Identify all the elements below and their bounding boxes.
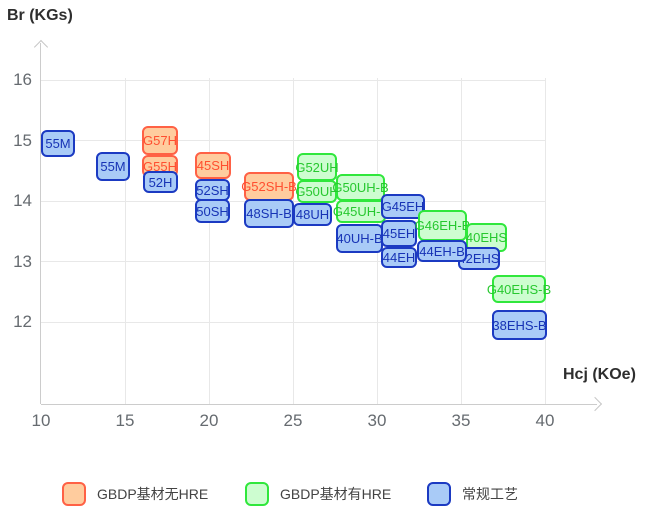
x-axis-title: Hcj (KOe) bbox=[563, 366, 636, 383]
x-axis-tick-label: 40 bbox=[535, 411, 555, 430]
grade-box-45eh[interactable]: 45EH bbox=[381, 220, 417, 247]
legend-item-green[interactable]: GBDP基材有HRE bbox=[245, 482, 391, 506]
grade-box-48uh[interactable]: 48UH bbox=[293, 203, 332, 226]
y-axis-tick-label: 16 bbox=[13, 70, 32, 89]
gridline-vertical bbox=[124, 78, 126, 404]
grade-box-g50uh-b[interactable]: G50UH-B bbox=[332, 174, 389, 201]
x-axis-tick-label: 30 bbox=[367, 411, 387, 430]
grade-box-55m[interactable]: 55M bbox=[41, 130, 75, 157]
grade-box-38ehs-b[interactable]: 38EHS-B bbox=[492, 310, 547, 340]
x-axis-arrow-icon bbox=[587, 396, 603, 412]
legend-swatch-blue-icon bbox=[427, 482, 451, 506]
gridline-horizontal bbox=[41, 140, 545, 141]
grade-box-g46eh-b[interactable]: G46EH-B bbox=[415, 210, 470, 241]
x-axis-tick-label: 25 bbox=[283, 411, 303, 430]
grade-box-48sh-b[interactable]: 48SH-B bbox=[244, 199, 294, 228]
gridline-vertical bbox=[292, 78, 294, 404]
grade-box-52sh[interactable]: 52SH bbox=[195, 179, 230, 201]
grade-box-g50uh[interactable]: G50UH bbox=[295, 180, 339, 203]
x-axis-tick-label: 20 bbox=[199, 411, 219, 430]
grade-box-g57h[interactable]: G57H bbox=[142, 126, 178, 155]
grade-box-g45eh[interactable]: G45EH bbox=[381, 194, 425, 219]
grade-box-45sh[interactable]: 45SH bbox=[195, 152, 231, 179]
grade-box-g52sh-b[interactable]: G52SH-B bbox=[241, 172, 297, 201]
x-axis-tick-label: 15 bbox=[115, 411, 135, 430]
grade-box-55m[interactable]: 55M bbox=[96, 152, 130, 181]
legend-label: 常规工艺 bbox=[462, 486, 518, 502]
y-axis-title: Br (KGs) bbox=[7, 7, 73, 24]
legend-item-blue[interactable]: 常规工艺 bbox=[427, 482, 518, 506]
y-axis-line bbox=[40, 43, 41, 404]
y-axis-tick-label: 12 bbox=[13, 312, 32, 331]
gridline-vertical bbox=[544, 78, 546, 404]
x-axis-tick-label: 35 bbox=[451, 411, 471, 430]
grade-box-40uh-b[interactable]: 40UH-B bbox=[336, 224, 383, 253]
y-axis-tick-label: 15 bbox=[13, 130, 32, 150]
legend-label: GBDP基材有HRE bbox=[280, 486, 392, 502]
legend-label: GBDP基材无HRE bbox=[97, 486, 209, 502]
x-axis-tick-label: 10 bbox=[31, 411, 51, 430]
gridline-horizontal bbox=[41, 321, 545, 323]
grade-box-40ehs[interactable]: 40EHS bbox=[466, 223, 507, 252]
y-axis-tick-label: 13 bbox=[13, 251, 32, 271]
legend-swatch-orange-icon bbox=[62, 482, 86, 506]
x-axis-line bbox=[41, 404, 597, 405]
legend-item-orange[interactable]: GBDP基材无HRE bbox=[62, 482, 208, 506]
y-axis-tick-label: 14 bbox=[13, 191, 32, 210]
gridline-vertical bbox=[208, 78, 210, 404]
grade-box-g40ehs-b[interactable]: G40EHS-B bbox=[487, 275, 551, 303]
grade-box-g52uh[interactable]: G52UH bbox=[295, 153, 339, 181]
legend-swatch-green-icon bbox=[245, 482, 269, 506]
grade-box-50sh[interactable]: 50SH bbox=[195, 199, 230, 223]
gridline-horizontal bbox=[41, 261, 545, 262]
grade-box-44eh[interactable]: 44EH bbox=[381, 247, 417, 268]
grade-box-44eh-b[interactable]: 44EH-B bbox=[417, 240, 467, 262]
grade-box-g45uh-b[interactable]: G45UH-B bbox=[333, 200, 389, 223]
grade-box-52h[interactable]: 52H bbox=[143, 171, 178, 193]
gridline-horizontal bbox=[41, 79, 545, 81]
y-axis-arrow-icon bbox=[33, 39, 49, 55]
